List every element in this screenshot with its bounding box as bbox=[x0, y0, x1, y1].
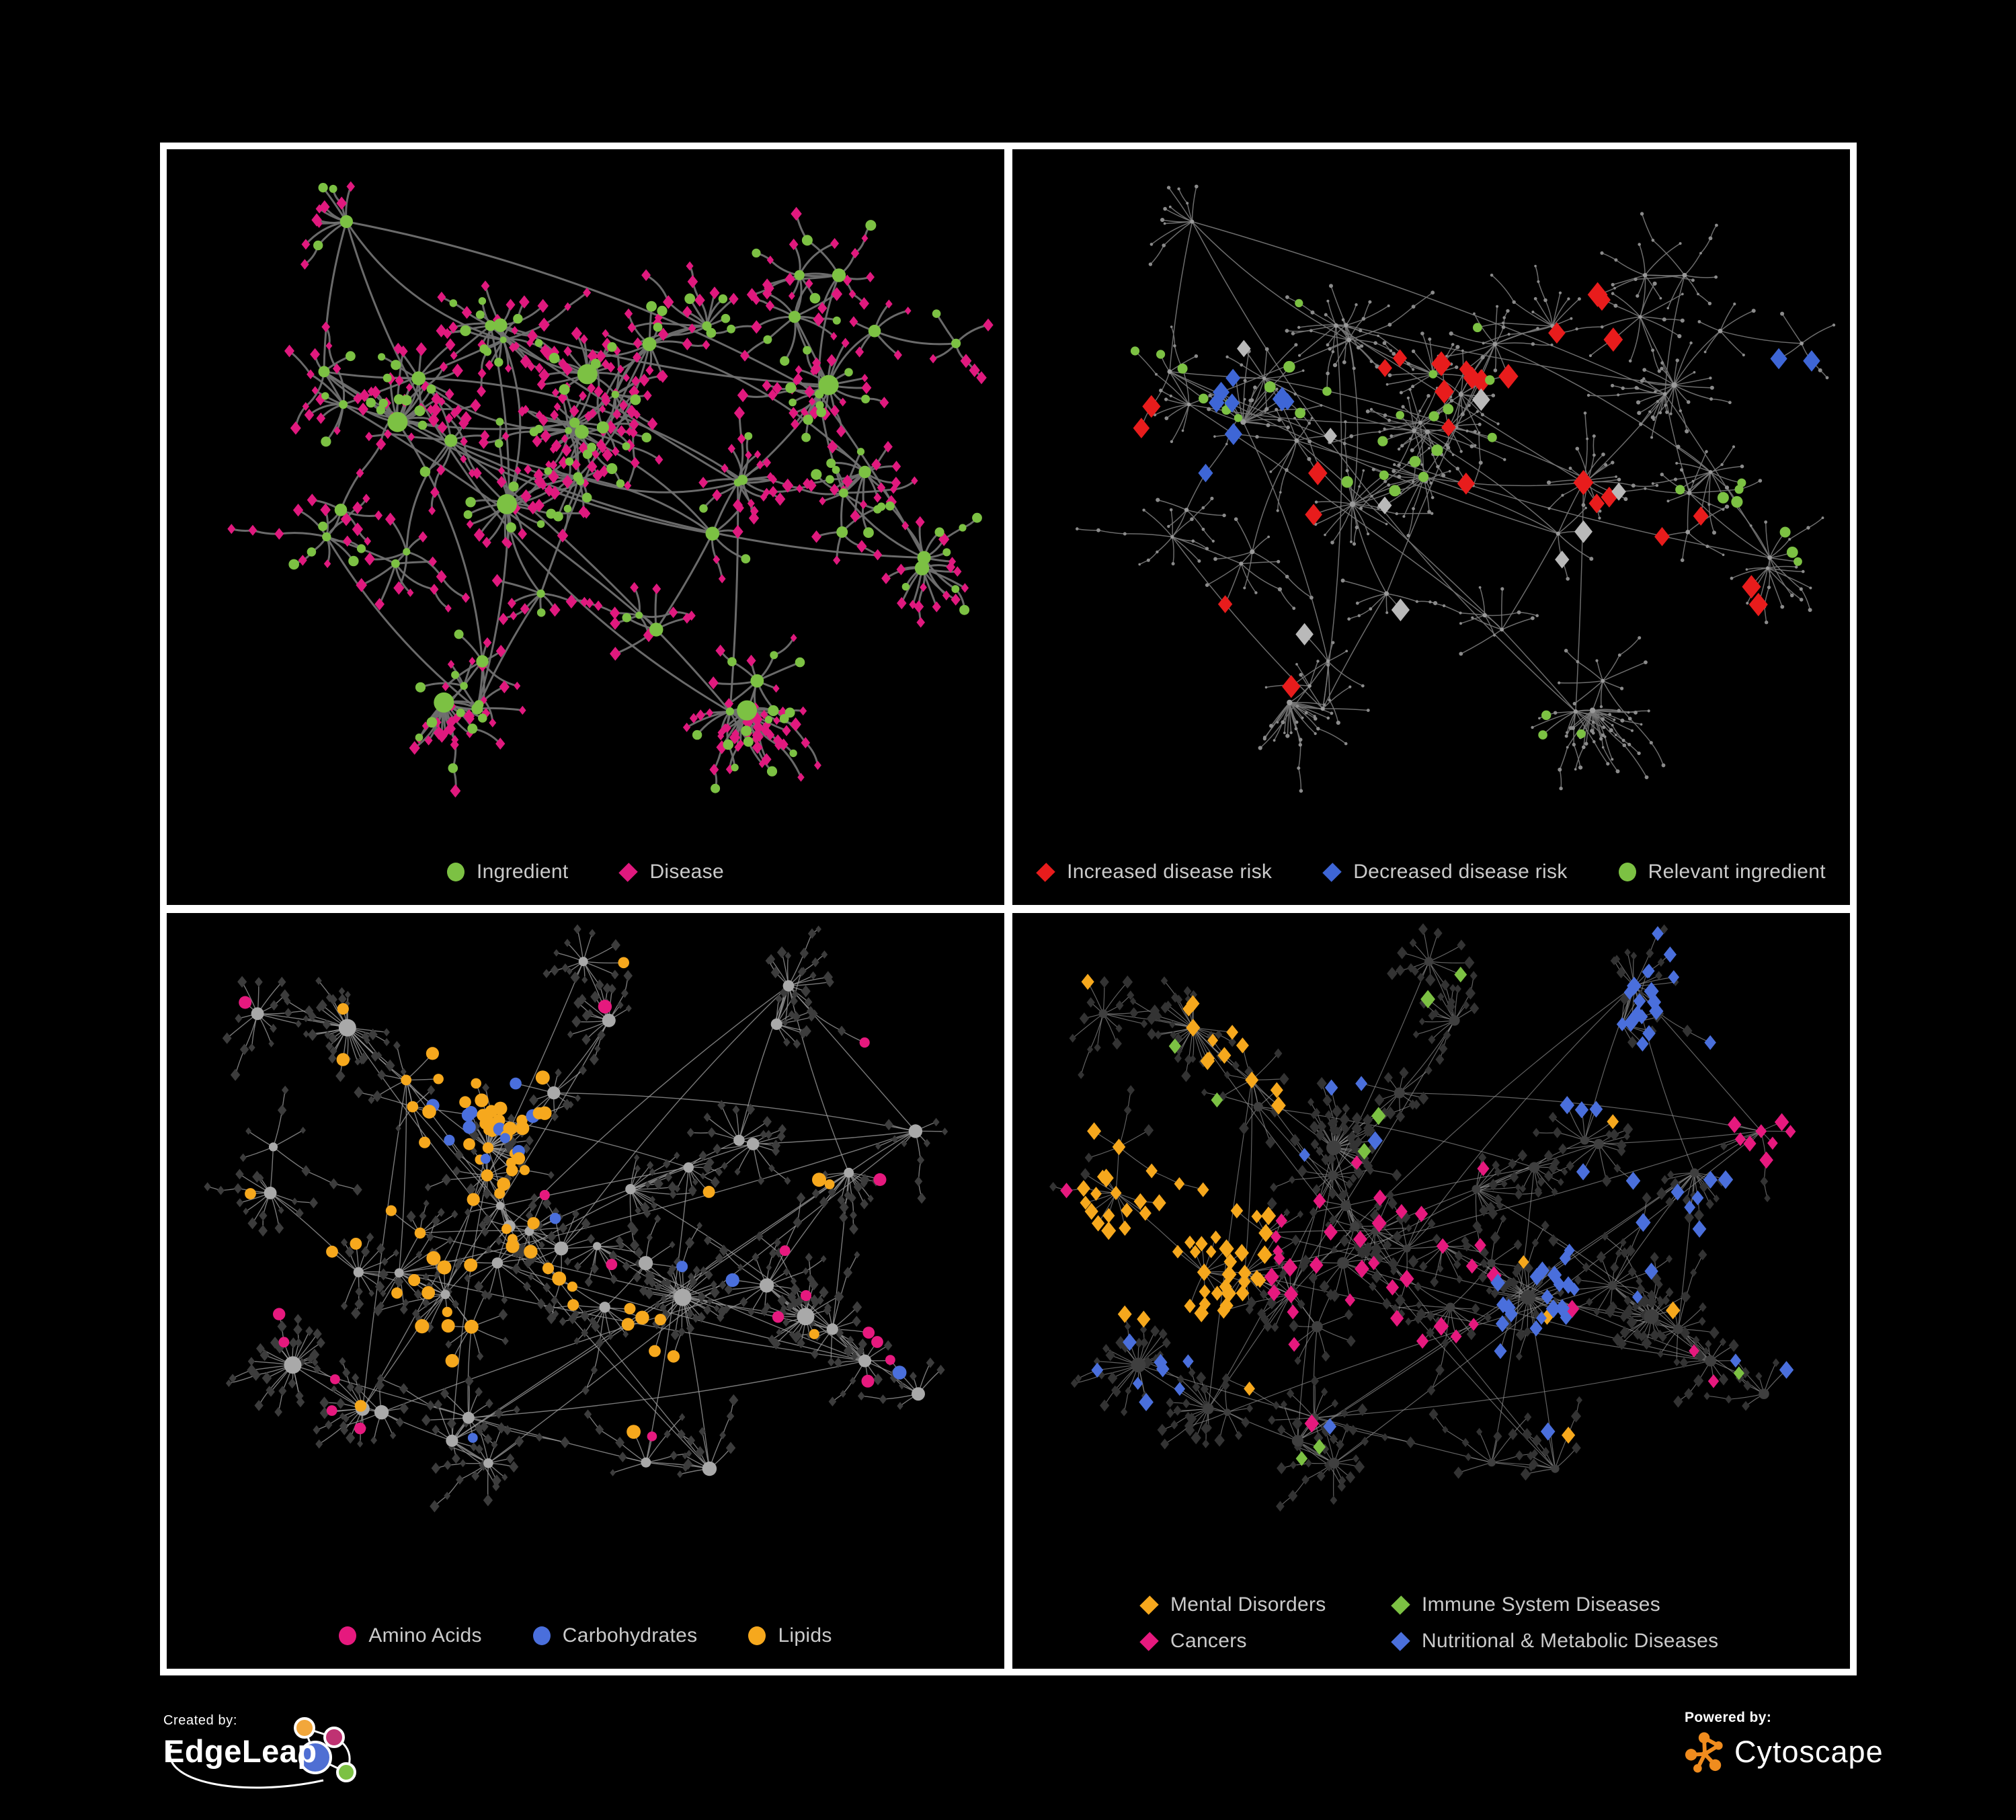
legend-label: Relevant ingredient bbox=[1648, 861, 1826, 883]
legend-label: Immune System Diseases bbox=[1422, 1593, 1661, 1616]
legend-item: Mental Disorders bbox=[1139, 1593, 1392, 1616]
legend-label: Nutritional & Metabolic Diseases bbox=[1422, 1630, 1719, 1652]
legend-circle-marker-icon bbox=[748, 1626, 766, 1645]
legend-label: Carbohydrates bbox=[562, 1624, 698, 1647]
legend-item: Carbohydrates bbox=[532, 1624, 698, 1647]
network-graph-ingredient-disease bbox=[227, 181, 994, 798]
legend-diamond-marker-icon bbox=[1036, 862, 1055, 882]
legend-label: Cancers bbox=[1170, 1630, 1247, 1652]
panel-nutrient-classes: Amino Acids Carbohydrates Lipids bbox=[167, 913, 1004, 1669]
legend-label: Decreased disease risk bbox=[1353, 861, 1568, 883]
legend-disease-risk: Increased disease risk Decreased disease … bbox=[1012, 861, 1850, 883]
cytoscape-icon bbox=[1685, 1732, 1723, 1773]
legend-diamond-marker-icon bbox=[1391, 1631, 1410, 1651]
legend-nutrient-classes: Amino Acids Carbohydrates Lipids bbox=[167, 1624, 1004, 1647]
legend-diamond-marker-icon bbox=[1139, 1631, 1159, 1651]
legend-label: Mental Disorders bbox=[1170, 1593, 1326, 1616]
legend-item: Amino Acids bbox=[339, 1624, 481, 1647]
legend-item: Cancers bbox=[1139, 1630, 1392, 1653]
legend-label: Disease bbox=[649, 861, 724, 883]
legend-label: Amino Acids bbox=[368, 1624, 482, 1647]
legend-circle-marker-icon bbox=[447, 863, 465, 881]
legend-ingredient-disease: Ingredient Disease bbox=[167, 861, 1004, 883]
legend-item: Ingredient bbox=[447, 861, 568, 883]
legend-circle-marker-icon bbox=[1618, 863, 1636, 881]
network-graph-disease-classes bbox=[1049, 923, 1796, 1512]
legend-diamond-marker-icon bbox=[1391, 1595, 1410, 1615]
cytoscape-brand-text: Cytoscape bbox=[1734, 1735, 1884, 1769]
legend-label: Lipids bbox=[778, 1624, 832, 1647]
legend-diamond-marker-icon bbox=[1322, 862, 1342, 882]
legend-label: Increased disease risk bbox=[1067, 861, 1273, 883]
panel-disease-classes: Mental Disorders Immune System Diseases Ca… bbox=[1012, 913, 1850, 1669]
powered-by-block: Powered by: bbox=[1685, 1710, 1927, 1790]
legend-item: Decreased disease risk bbox=[1322, 861, 1568, 883]
panel-ingredient-disease: Ingredient Disease bbox=[167, 149, 1004, 905]
edgeleap-brand-text: EdgeLeap bbox=[163, 1733, 317, 1769]
legend-item: Increased disease risk bbox=[1036, 861, 1273, 883]
powered-by-label: Powered by: bbox=[1685, 1710, 1772, 1725]
created-by-label: Created by: bbox=[163, 1713, 237, 1728]
legend-diamond-marker-icon bbox=[1139, 1595, 1159, 1615]
network-graph-disease-risk bbox=[1076, 184, 1836, 793]
legend-label: Ingredient bbox=[477, 861, 569, 883]
legend-diamond-marker-icon bbox=[618, 862, 639, 882]
legend-item: Nutritional & Metabolic Diseases bbox=[1391, 1630, 1719, 1653]
legend-circle-marker-icon bbox=[339, 1626, 357, 1645]
panel-grid: Ingredient Disease Increased disease risk… bbox=[160, 143, 1857, 1675]
edgeleap-logo bbox=[169, 1717, 356, 1789]
created-by-block: Created by: EdgeLeap bbox=[163, 1713, 405, 1814]
legend-item: Lipids bbox=[748, 1624, 832, 1647]
network-graph-nutrient-classes bbox=[204, 924, 949, 1513]
panel-disease-risk: Increased disease risk Decreased disease … bbox=[1012, 149, 1850, 905]
legend-item: Immune System Diseases bbox=[1391, 1593, 1718, 1616]
legend-item: Relevant ingredient bbox=[1618, 861, 1826, 883]
legend-circle-marker-icon bbox=[532, 1626, 551, 1645]
legend-item: Disease bbox=[618, 861, 724, 883]
legend-disease-classes: Mental Disorders Immune System Diseases Ca… bbox=[1139, 1593, 1719, 1653]
